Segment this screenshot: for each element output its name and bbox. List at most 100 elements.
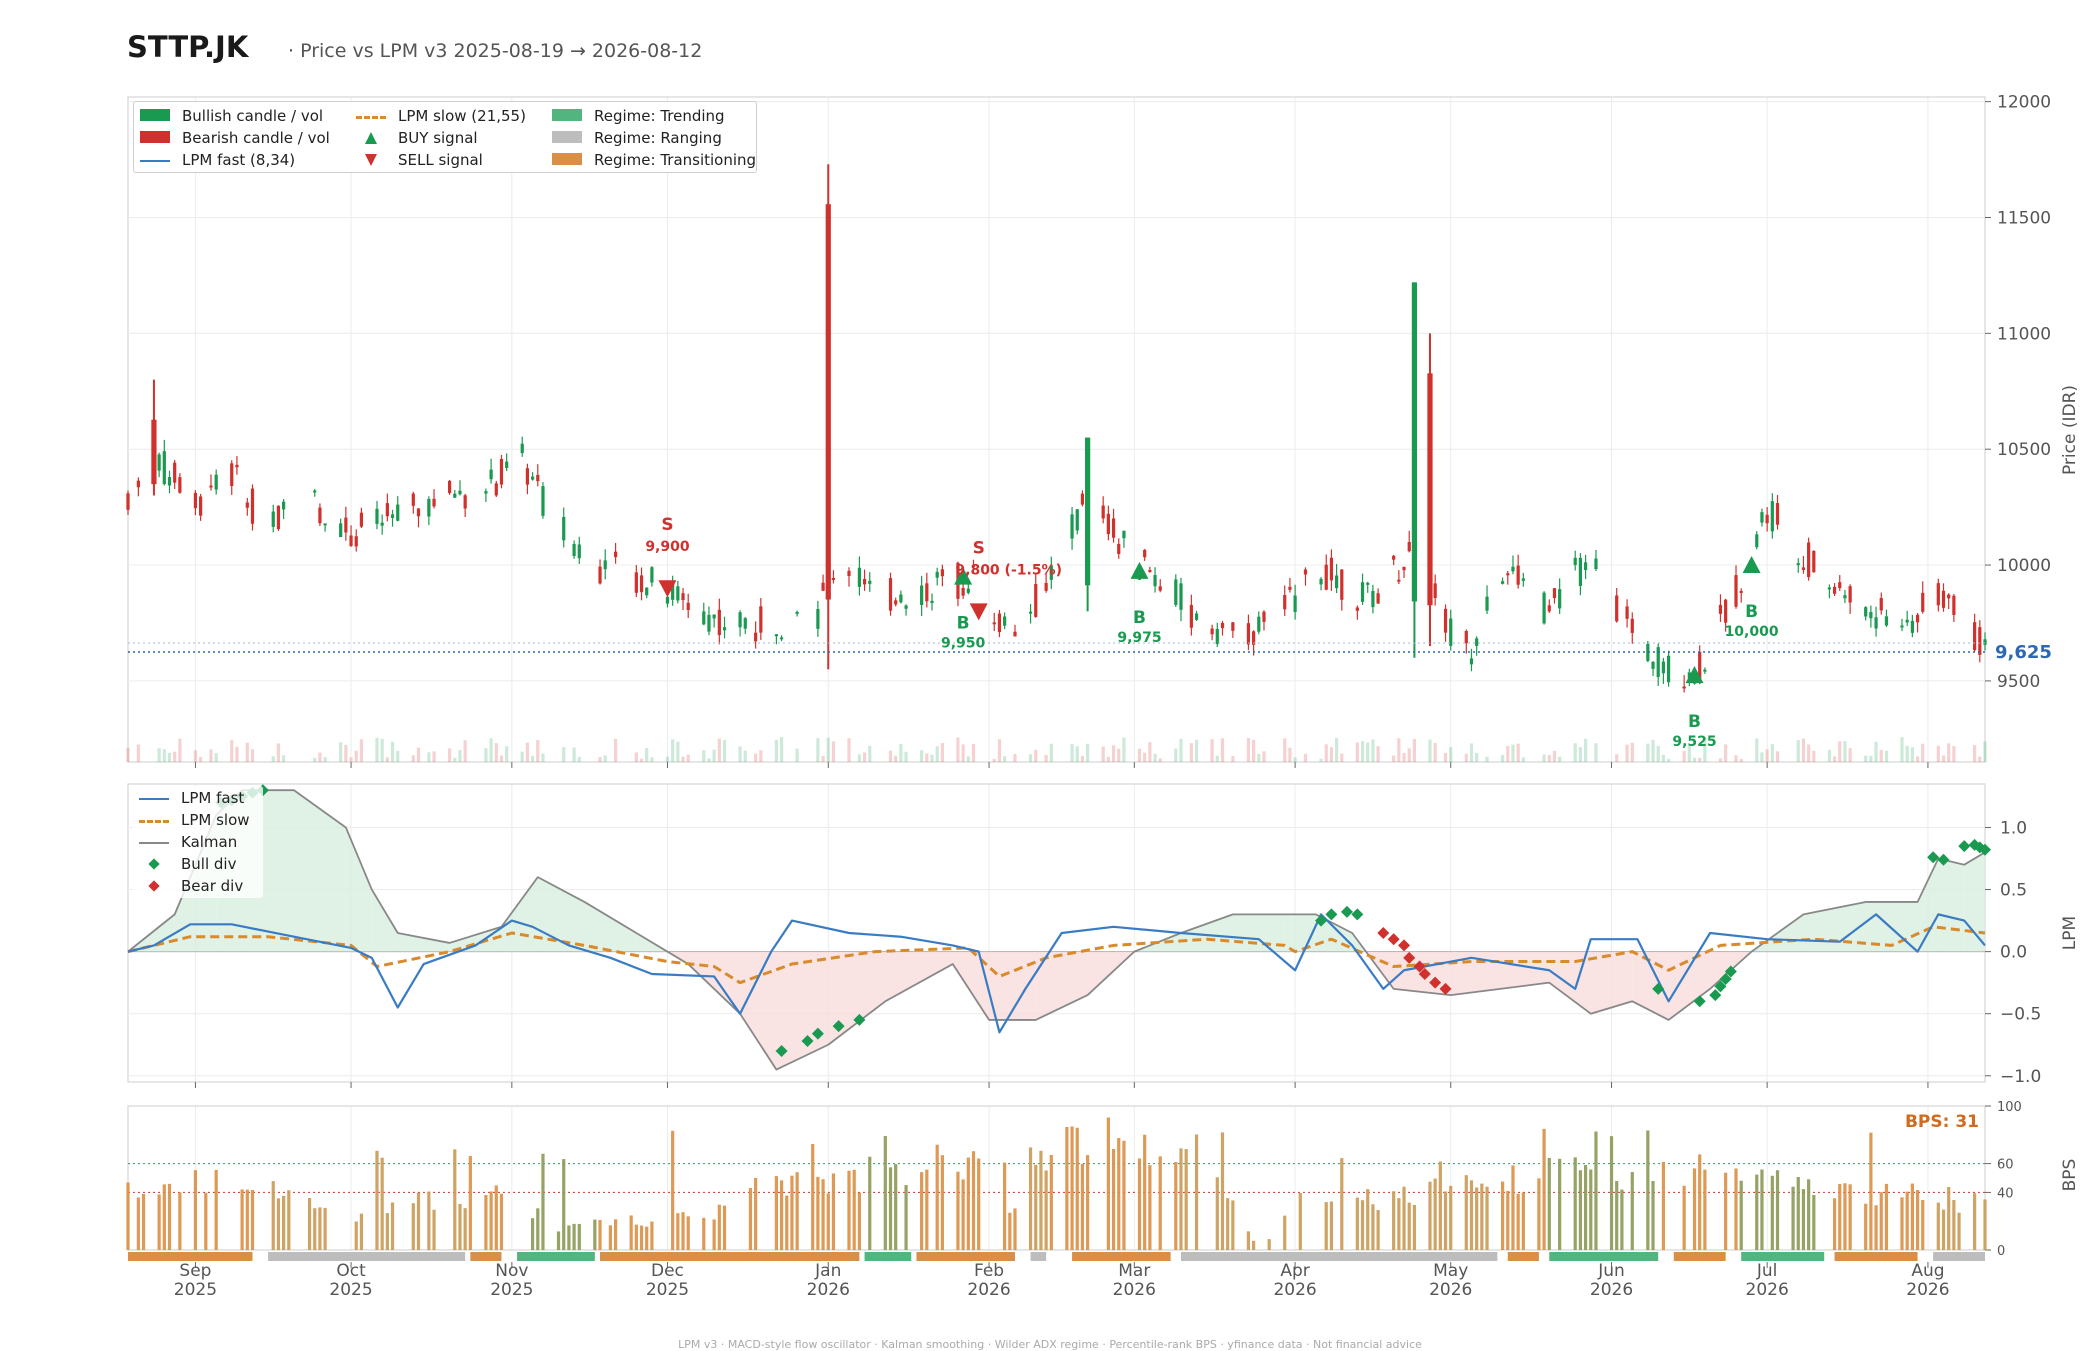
candle-body: [411, 493, 415, 506]
bps-bar: [816, 1176, 820, 1250]
kalman-fill-segment: [885, 951, 953, 1002]
candle-body: [940, 569, 944, 577]
volume-bar: [1122, 737, 1126, 762]
candle-body: [1864, 607, 1868, 617]
divergence-markers: [215, 784, 1991, 1057]
volume-bar: [136, 744, 140, 762]
candle-body: [795, 611, 799, 614]
x-tick-label-year: 2025: [174, 1280, 217, 1300]
bull-div-marker: [801, 1035, 814, 1048]
candle-body: [380, 522, 384, 526]
bps-bar: [702, 1217, 706, 1250]
candle-body: [1464, 631, 1468, 644]
buy-signal-price: 10,000: [1725, 624, 1779, 640]
gridlines-price: [127, 96, 1986, 763]
volume-bar: [1485, 756, 1489, 762]
volume-bar: [1739, 758, 1743, 762]
bps-bar: [681, 1212, 685, 1250]
buy-signal-marker: [1130, 561, 1149, 579]
bps-bar: [1511, 1165, 1515, 1250]
candle-body: [1583, 562, 1588, 571]
bps-bar: [385, 1213, 389, 1250]
candle-body: [1334, 575, 1339, 589]
lpm-axis-label: LPM: [2060, 916, 2080, 950]
volume-bar: [1952, 746, 1956, 762]
bps-bar: [432, 1209, 436, 1250]
volume-bar: [1340, 753, 1344, 762]
volume-bar: [235, 746, 239, 762]
volume-bar: [1028, 754, 1033, 762]
bps-bar: [1770, 1175, 1774, 1250]
candle-body: [1521, 578, 1525, 581]
candle-body: [1651, 661, 1655, 669]
candle-body: [743, 618, 747, 629]
bull-div-marker: [1927, 851, 1940, 864]
candle-body: [1003, 616, 1007, 626]
candle-body: [1687, 672, 1691, 679]
candle-body: [1542, 592, 1546, 624]
candle-body: [209, 485, 213, 488]
bps-bar: [1366, 1189, 1370, 1250]
candle-body: [722, 627, 727, 631]
buy-signal-letter: B: [957, 614, 970, 634]
bps-bar: [883, 1136, 887, 1250]
bps-bar: [1558, 1158, 1562, 1250]
bps-bar: [157, 1194, 161, 1250]
candle-body: [1210, 628, 1214, 635]
candle-body: [1770, 501, 1774, 532]
candle-body: [888, 578, 893, 611]
bps-bar: [1506, 1190, 1510, 1250]
candle-body: [665, 596, 670, 604]
candle-body: [707, 614, 711, 632]
trending-swatch-icon: [552, 109, 582, 121]
volume-bar: [899, 743, 903, 762]
bps-bar: [717, 1204, 721, 1250]
volume-bar: [992, 758, 996, 762]
volume-bar: [1464, 753, 1468, 762]
volume-bar: [1329, 747, 1334, 762]
volume-bar: [1879, 749, 1883, 762]
kalman-fill-segment: [1180, 914, 1233, 952]
bps-y-axis: 0 40 60 100 BPS: [1985, 1100, 2080, 1259]
bps-bar: [1397, 1198, 1401, 1250]
candle-body: [1288, 586, 1292, 590]
x-tick-label-year: 2026: [967, 1280, 1010, 1300]
slow-dashed-line-icon: [139, 820, 169, 823]
volume-bar: [1469, 743, 1474, 762]
candle-body: [1117, 543, 1121, 555]
volume-bar: [743, 750, 747, 762]
bps-bar: [141, 1193, 146, 1250]
volume-bar: [645, 748, 649, 762]
volume-bar: [1355, 742, 1359, 762]
last-price-label: 9,625: [1995, 642, 2052, 663]
bear-div-marker: [1439, 982, 1452, 995]
volume-bar: [572, 747, 576, 762]
volume-bar: [214, 753, 218, 762]
bps-bar: [1438, 1161, 1442, 1250]
bps-bar: [1573, 1157, 1577, 1250]
candle-body: [167, 477, 172, 486]
candle-body: [1983, 639, 1987, 645]
bps-bar: [1443, 1191, 1448, 1250]
volume-bar: [1288, 747, 1292, 762]
buy-signal-price: 9,950: [941, 636, 986, 652]
bps-bar: [1630, 1172, 1634, 1250]
volume-bar: [1796, 740, 1800, 762]
kalman-fill-segment: [1035, 951, 1088, 1020]
bps-bar: [1340, 1158, 1344, 1250]
bps-bar: [530, 1218, 535, 1250]
candle-body: [390, 514, 395, 518]
bps-bar: [354, 1221, 358, 1250]
bps-bar: [1283, 1215, 1287, 1250]
x-tick-label-month: Oct: [336, 1261, 366, 1281]
x-tick-label-month: Sep: [179, 1261, 211, 1281]
legend-label: LPM fast: [181, 789, 245, 807]
candle-body: [1324, 564, 1328, 590]
volume-bar: [831, 741, 836, 762]
bps-bar: [1620, 1189, 1624, 1250]
volume-bar: [1807, 744, 1811, 762]
volume-bar: [1044, 754, 1048, 762]
bps-bar: [712, 1219, 716, 1250]
candle-body: [1075, 509, 1079, 531]
x-tick-label-month: May: [1433, 1261, 1468, 1281]
